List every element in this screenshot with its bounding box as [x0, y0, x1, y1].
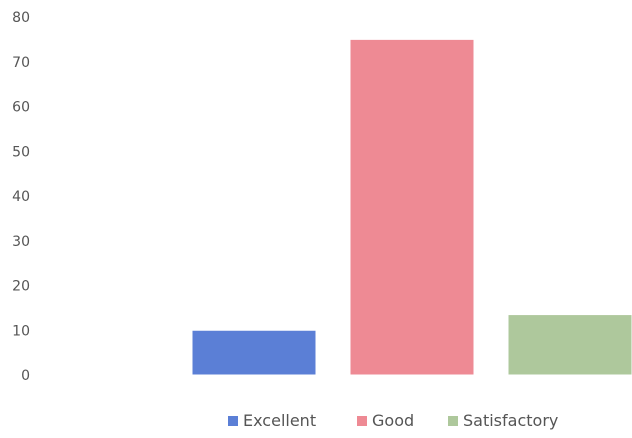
- y-axis-tick-labels: 0 10 20 30 40 50 60 70 80: [12, 10, 30, 384]
- y-tick-label-40: 40: [12, 189, 30, 205]
- legend-swatch-good: [357, 416, 367, 426]
- y-tick-label-0: 0: [21, 368, 30, 384]
- legend-swatch-excellent: [228, 416, 238, 426]
- bar-satisfactory: [507, 314, 632, 376]
- y-tick-label-50: 50: [12, 144, 30, 160]
- bars-group: [191, 38, 632, 376]
- y-tick-label-70: 70: [12, 55, 30, 71]
- bar-good: [349, 38, 475, 376]
- legend-label-excellent: Excellent: [243, 411, 316, 430]
- legend-swatch-satisfactory: [448, 416, 458, 426]
- y-tick-label-80: 80: [12, 10, 30, 26]
- y-tick-label-20: 20: [12, 279, 30, 295]
- y-tick-label-60: 60: [12, 100, 30, 116]
- legend-label-satisfactory: Satisfactory: [463, 411, 558, 430]
- legend-label-good: Good: [372, 411, 414, 430]
- y-tick-label-10: 10: [12, 323, 30, 339]
- y-tick-label-30: 30: [12, 234, 30, 250]
- bar-excellent: [191, 329, 317, 376]
- legend: Excellent Good Satisfactory: [228, 411, 558, 430]
